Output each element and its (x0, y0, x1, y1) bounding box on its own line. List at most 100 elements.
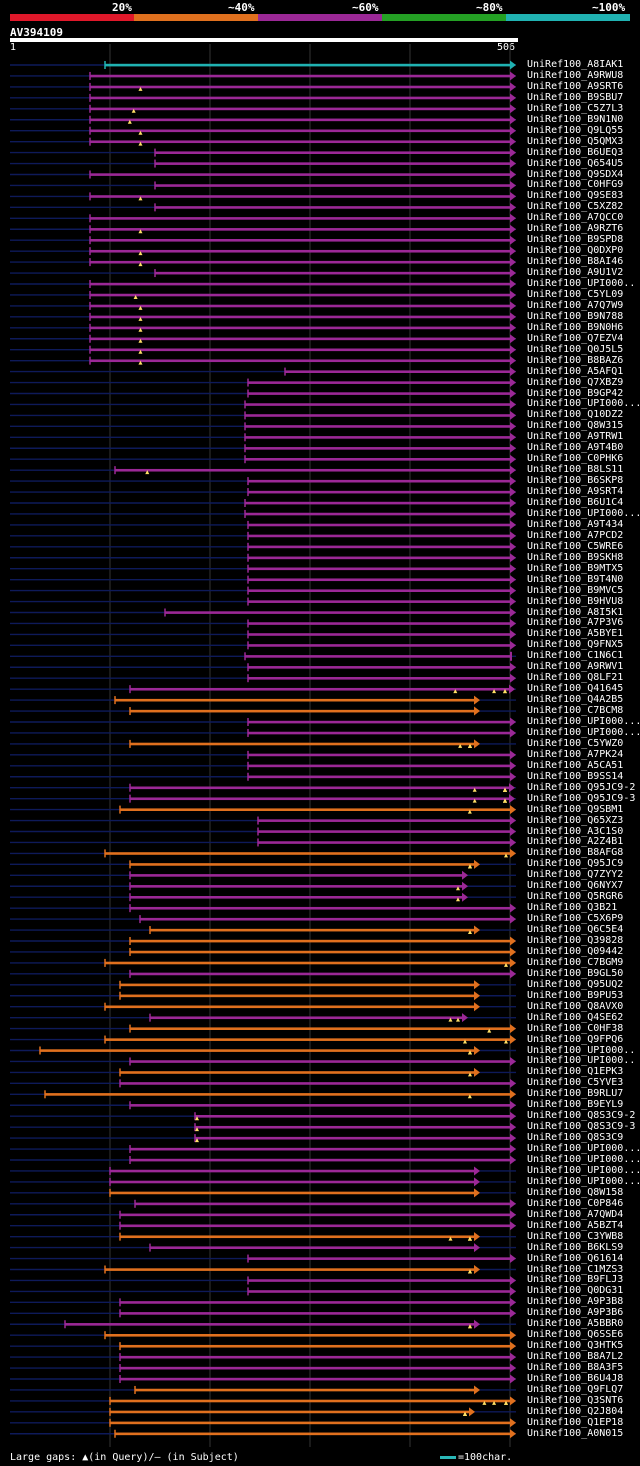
hit-label[interactable]: UniRef100_B9FLJ3 (527, 1274, 624, 1286)
hit-label[interactable]: UniRef100_Q95JC9-2 (527, 781, 636, 793)
hit-label[interactable]: UniRef100_B6U4J8 (527, 1373, 624, 1384)
hit-label[interactable]: UniRef100_B6U1C4 (527, 497, 624, 508)
hit-label[interactable]: UniRef100_C5XZ82 (527, 201, 624, 213)
hit-label[interactable]: UniRef100_C5YVE3 (527, 1077, 624, 1089)
hit-label[interactable]: UniRef100_UPI000... (527, 1164, 640, 1176)
hit-label[interactable]: UniRef100_B9N0H6 (527, 321, 624, 333)
hit-label[interactable]: UniRef100_UPI000... (527, 1175, 640, 1187)
hit-label[interactable]: UniRef100_C5X6P9 (527, 913, 624, 925)
hit-label[interactable]: UniRef100_A9P3B6 (527, 1307, 624, 1319)
hit-label[interactable]: UniRef100_Q654U5 (527, 157, 624, 169)
hit-label[interactable]: UniRef100_Q8S3C9-2 (527, 1110, 636, 1122)
hit-label[interactable]: UniRef100_Q2J804 (527, 1405, 624, 1417)
hit-label[interactable]: UniRef100_C7BCM8 (527, 705, 624, 717)
hit-label[interactable]: UniRef100_A5AFQ1 (527, 365, 624, 377)
hit-label[interactable]: UniRef100_UPI000... (527, 398, 640, 410)
hit-label[interactable]: UniRef100_Q9LQ55 (527, 124, 624, 136)
hit-label[interactable]: UniRef100_A7Q7W9 (527, 299, 624, 311)
hit-label[interactable]: UniRef100_Q9FPQ6 (527, 1033, 624, 1045)
hit-label[interactable]: UniRef100_Q1EP18 (527, 1416, 624, 1428)
hit-label[interactable]: UniRef100_B9PU53 (527, 989, 624, 1001)
hit-label[interactable]: UniRef100_A9P3B8 (527, 1296, 624, 1308)
hit-label[interactable]: UniRef100_C0P846 (527, 1197, 624, 1209)
hit-label[interactable]: UniRef100_B9SS14 (527, 770, 624, 782)
hit-label[interactable]: UniRef100_C0PHK6 (527, 453, 624, 465)
hit-label[interactable]: UniRef100_B8BAZ6 (527, 354, 624, 366)
hit-label[interactable]: UniRef100_A7QCC0 (527, 212, 624, 224)
hit-label[interactable]: UniRef100_A7PK24 (527, 748, 624, 760)
hit-label[interactable]: UniRef100_Q6SSE6 (527, 1329, 624, 1341)
hit-label[interactable]: UniRef100_B9EYL9 (527, 1099, 624, 1111)
hit-label[interactable]: UniRef100_B8AFG8 (527, 847, 624, 859)
hit-label[interactable]: UniRef100_Q65XZ3 (527, 814, 624, 826)
hit-label[interactable]: UniRef100_Q95UQ2 (527, 978, 624, 990)
hit-label[interactable]: UniRef100_Q6NYX7 (527, 880, 624, 892)
hit-label[interactable]: UniRef100_Q9FLQ7 (527, 1383, 624, 1395)
hit-label[interactable]: UniRef100_A9TRW1 (527, 431, 624, 443)
hit-label[interactable]: UniRef100_C7BGM9 (527, 956, 624, 968)
hit-label[interactable]: UniRef100_A9U1V2 (527, 267, 624, 279)
hit-label[interactable]: UniRef100_Q0DXP0 (527, 245, 624, 257)
hit-label[interactable]: UniRef100_Q41645 (527, 683, 624, 695)
hit-label[interactable]: UniRef100_Q5RGR6 (527, 891, 624, 903)
hit-label[interactable]: UniRef100_A5BBR0 (527, 1318, 624, 1330)
hit-label[interactable]: UniRef100_B9HVU8 (527, 595, 624, 607)
hit-label[interactable]: UniRef100_B6UEQ3 (527, 146, 624, 158)
hit-label[interactable]: UniRef100_Q8LF21 (527, 672, 624, 684)
hit-label[interactable]: UniRef100_B9SKH8 (527, 551, 624, 563)
hit-label[interactable]: UniRef100_C5Z7L3 (527, 102, 624, 114)
hit-label[interactable]: UniRef100_Q9SE83 (527, 190, 624, 202)
hit-label[interactable]: UniRef100_A9T434 (527, 518, 624, 530)
hit-label[interactable]: UniRef100_B9SPD8 (527, 234, 624, 246)
hit-label[interactable]: UniRef100_A9RWU8 (527, 69, 624, 81)
hit-label[interactable]: UniRef100_Q3HTK5 (527, 1340, 624, 1352)
hit-label[interactable]: UniRef100_C0HF38 (527, 1022, 624, 1034)
hit-label[interactable]: UniRef100_B8A7L2 (527, 1351, 624, 1363)
hit-label[interactable]: UniRef100_Q39828 (527, 935, 624, 946)
hit-label[interactable]: UniRef100_Q9FNX5 (527, 639, 624, 651)
hit-label[interactable]: UniRef100_Q8W315 (527, 420, 624, 432)
hit-label[interactable]: UniRef100_Q10DZ2 (527, 409, 624, 421)
hit-label[interactable]: UniRef100_B6SKP8 (527, 475, 624, 487)
hit-label[interactable]: UniRef100_Q9SBM1 (527, 803, 624, 815)
hit-label[interactable]: UniRef100_Q8AVX0 (527, 1000, 624, 1012)
hit-label[interactable]: UniRef100_UPI000... (527, 1154, 640, 1165)
hit-label[interactable]: UniRef100_Q95JC9-3 (527, 792, 636, 804)
hit-label[interactable]: UniRef100_Q6C5E4 (527, 924, 624, 936)
hit-label[interactable]: UniRef100_Q09442 (527, 945, 624, 957)
hit-label[interactable]: UniRef100_UPI000... (527, 507, 640, 519)
hit-label[interactable]: UniRef100_B9T4N0 (527, 573, 624, 585)
hit-label[interactable]: UniRef100_UPI000... (527, 716, 640, 727)
hit-label[interactable]: UniRef100_Q8S3C9-3 (527, 1121, 636, 1133)
hit-label[interactable]: UniRef100_C5YWZ0 (527, 737, 624, 749)
hit-label[interactable]: UniRef100_A5BYE1 (527, 628, 624, 640)
hit-label[interactable]: UniRef100_UPI000... (527, 726, 640, 738)
hit-label[interactable]: UniRef100_C5WRE6 (527, 540, 624, 552)
hit-label[interactable]: UniRef100_A5CA51 (527, 759, 624, 771)
hit-label[interactable]: UniRef100_Q7ZYY2 (527, 869, 624, 881)
hit-label[interactable]: UniRef100_Q8W158 (527, 1186, 624, 1198)
hit-label[interactable]: UniRef100_Q4A2B5 (527, 694, 624, 706)
hit-label[interactable]: UniRef100_B9MTX5 (527, 562, 624, 574)
hit-label[interactable]: UniRef100_Q3B21 (527, 902, 618, 914)
hit-label[interactable]: UniRef100_B9MVC5 (527, 584, 624, 596)
hit-label[interactable]: UniRef100_Q5QMX3 (527, 135, 624, 147)
hit-label[interactable]: UniRef100_C0HFG9 (527, 179, 624, 191)
hit-label[interactable]: UniRef100_A5BZT4 (527, 1219, 624, 1231)
hit-label[interactable]: UniRef100_A3C1S0 (527, 825, 624, 837)
hit-label[interactable]: UniRef100_Q4SE62 (527, 1011, 624, 1023)
hit-label[interactable]: UniRef100_A9RWV1 (527, 661, 624, 673)
hit-label[interactable]: UniRef100_A8IAK1 (527, 59, 624, 70)
hit-label[interactable]: UniRef100_A2Z4B1 (527, 836, 624, 848)
hit-label[interactable]: UniRef100_B8A3F5 (527, 1362, 624, 1374)
hit-label[interactable]: UniRef100_A9RZT6 (527, 223, 624, 235)
hit-label[interactable]: UniRef100_UPI000.. (527, 278, 636, 289)
hit-label[interactable]: UniRef100_B9N1N0 (527, 113, 624, 125)
hit-label[interactable]: UniRef100_A7P3V6 (527, 617, 624, 629)
hit-label[interactable]: UniRef100_Q0DG31 (527, 1285, 624, 1297)
hit-label[interactable]: UniRef100_A7QWD4 (527, 1208, 624, 1220)
hit-label[interactable]: UniRef100_B9N788 (527, 310, 624, 322)
hit-label[interactable]: UniRef100_C5YL09 (527, 288, 624, 300)
hit-label[interactable]: UniRef100_B8LS11 (527, 464, 624, 476)
hit-label[interactable]: UniRef100_B8AI46 (527, 256, 624, 268)
